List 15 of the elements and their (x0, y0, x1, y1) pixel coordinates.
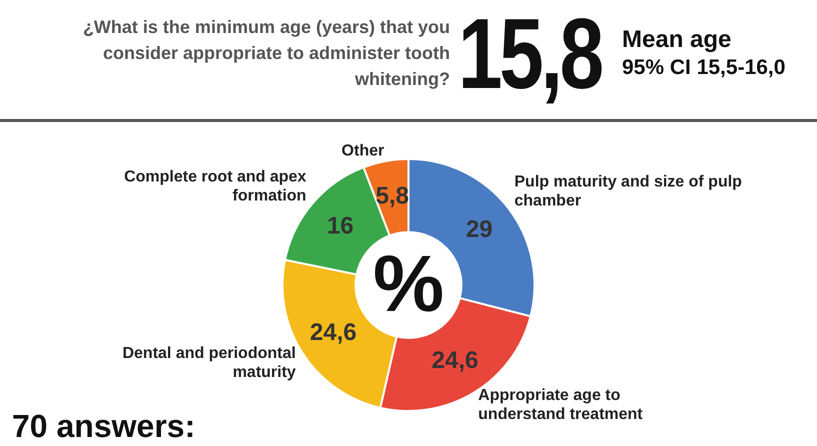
text: 95% CI 15,5-16,0 (622, 55, 786, 81)
chart-title: ¿What is the minimum age (years) that you consider appropriate to administer tooth whitening? (82, 16, 450, 91)
slice-label: Complete root and apex formation (124, 168, 306, 205)
text: % (372, 239, 444, 328)
data-label: 16 (326, 212, 354, 240)
text: 70 answers: (12, 408, 196, 445)
data-label: 29 (466, 216, 493, 243)
slice-label: Other (342, 142, 384, 160)
data-label: 24,6 (310, 319, 357, 346)
text: Mean age (622, 26, 732, 54)
slice-label: Pulp maturity and size of pulp chamber (514, 173, 742, 210)
slice-label: Appropriate age to understand treatment (478, 386, 644, 423)
text: 15,8 (458, 0, 601, 110)
slice-label: Dental and periodontal maturity (122, 344, 296, 381)
data-label: 24,6 (432, 347, 478, 374)
